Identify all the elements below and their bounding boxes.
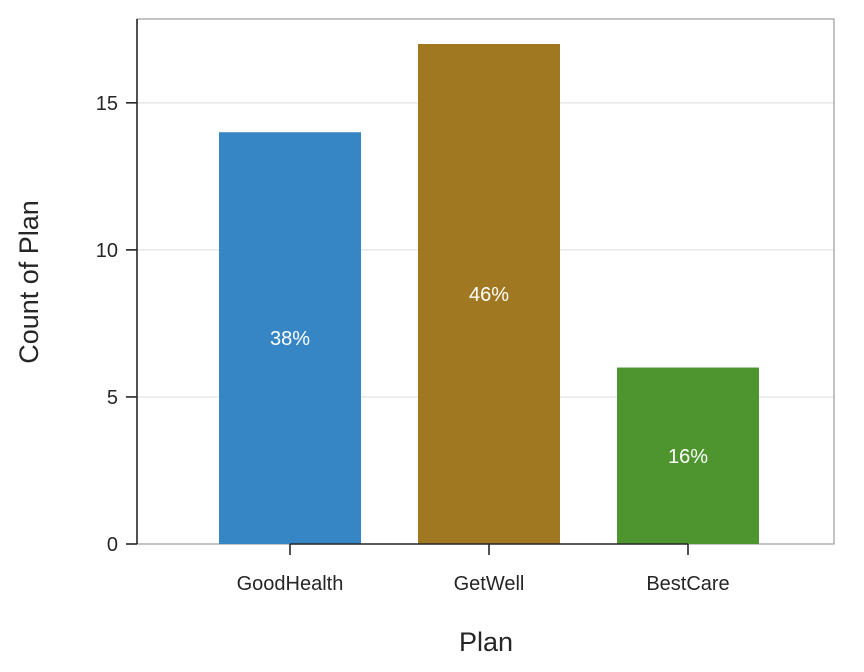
data-label: 46%	[469, 284, 509, 306]
x-tick-label: GoodHealth	[237, 573, 344, 595]
x-axis-title: Plan	[459, 627, 513, 657]
y-ticks: 0 5 10 15	[96, 93, 137, 556]
x-tick-label: BestCare	[646, 573, 729, 595]
y-axis-title: Count of Plan	[14, 200, 44, 364]
y-tick-label: 0	[107, 534, 118, 556]
bar	[617, 367, 759, 544]
data-label: 16%	[668, 446, 708, 468]
bars	[219, 44, 759, 544]
y-tick-label: 5	[107, 387, 118, 409]
bar	[219, 132, 361, 544]
bar	[418, 44, 560, 544]
x-tick-label: GetWell	[454, 573, 525, 595]
y-tick-label: 15	[96, 93, 118, 115]
data-labels: 38% 46% 16%	[270, 284, 708, 468]
data-label: 38%	[270, 328, 310, 350]
y-tick-label: 10	[96, 240, 118, 262]
x-ticks: GoodHealth GetWell BestCare	[237, 544, 730, 595]
